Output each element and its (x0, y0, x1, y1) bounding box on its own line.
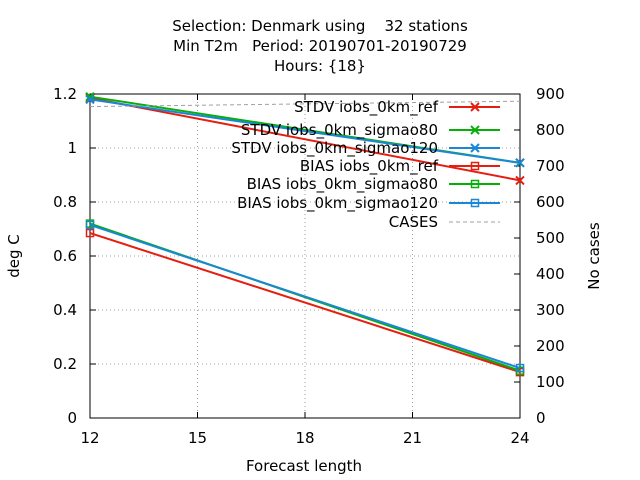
legend-marker (470, 102, 480, 112)
y-tick-label: 0 (67, 409, 77, 427)
x-tick-label: 21 (403, 429, 422, 447)
y2-tick-label: 400 (536, 265, 565, 283)
y2-tick-label: 900 (536, 85, 565, 103)
y2-tick-label: 0 (536, 409, 546, 427)
data-point (85, 220, 95, 230)
legend-label: STDV iobs_0km_ref (294, 98, 439, 117)
legend-marker (470, 143, 480, 153)
y-tick-label: 0.6 (53, 247, 77, 265)
y-tick-label: 1.2 (53, 85, 77, 103)
x-axis-label: Forecast length (246, 457, 362, 475)
series-bias-iobs-0km-ref (85, 228, 525, 377)
legend-marker (470, 198, 480, 208)
x-tick-label: 15 (188, 429, 207, 447)
series-line (89, 232, 521, 374)
x-tick-label: 18 (295, 429, 314, 447)
series-bias-iobs-0km-sigmao120 (85, 220, 525, 373)
chart-title-line-3: Hours: {18} (274, 57, 366, 75)
legend-marker (470, 125, 480, 135)
series-line (89, 100, 521, 108)
series-stdv-iobs-0km-sigmao120 (85, 94, 525, 168)
data-point (85, 228, 95, 238)
y2-tick-label: 300 (536, 301, 565, 319)
y2-tick-label: 200 (536, 337, 565, 355)
y-tick-label: 0.4 (53, 301, 77, 319)
chart-title-line-2: Min T2m Period: 20190701-20190729 (173, 37, 467, 55)
legend-label: CASES (389, 213, 438, 231)
series-line (89, 98, 521, 164)
legend-label: STDV iobs_0km_sigmao80 (241, 121, 438, 140)
legend-marker (470, 179, 480, 189)
y2-tick-label: 800 (536, 121, 565, 139)
legend: STDV iobs_0km_ref STDV iobs_0km_sigmao80S… (231, 98, 500, 231)
data-point (85, 94, 95, 105)
series-line (89, 97, 521, 182)
series-line (89, 224, 521, 369)
y-axis-label: deg C (5, 234, 23, 278)
data-point (515, 175, 525, 186)
x-tick-label: 24 (510, 429, 529, 447)
y2-tick-label: 500 (536, 229, 565, 247)
chart-title-line-1: Selection: Denmark using 32 stations (172, 17, 468, 35)
axis-ticks: 12 15 18 21 24 0 0.2 0.4 0.6 0.8 1 1.2 0 100 200 300 400… (53, 85, 565, 447)
y2-tick-label: 600 (536, 193, 565, 211)
y-tick-label: 0.2 (53, 355, 77, 373)
y2-tick-label: 700 (536, 157, 565, 175)
legend-marker (470, 161, 480, 171)
data-point (515, 363, 525, 373)
series-cases (89, 100, 521, 108)
y-tick-label: 0.8 (53, 193, 77, 211)
data-point (515, 158, 525, 168)
y2-axis-label: No cases (585, 222, 603, 290)
y2-tick-label: 100 (536, 373, 565, 391)
legend-label: BIAS iobs_0km_sigmao80 (247, 175, 438, 194)
series-layer (85, 91, 525, 377)
x-tick-label: 12 (80, 429, 99, 447)
legend-label: BIAS iobs_0km_ref (300, 157, 439, 176)
legend-label: BIAS iobs_0km_sigmao120 (237, 194, 438, 213)
legend-label: STDV iobs_0km_sigmao120 (231, 139, 438, 158)
y-tick-label: 1 (67, 139, 77, 157)
